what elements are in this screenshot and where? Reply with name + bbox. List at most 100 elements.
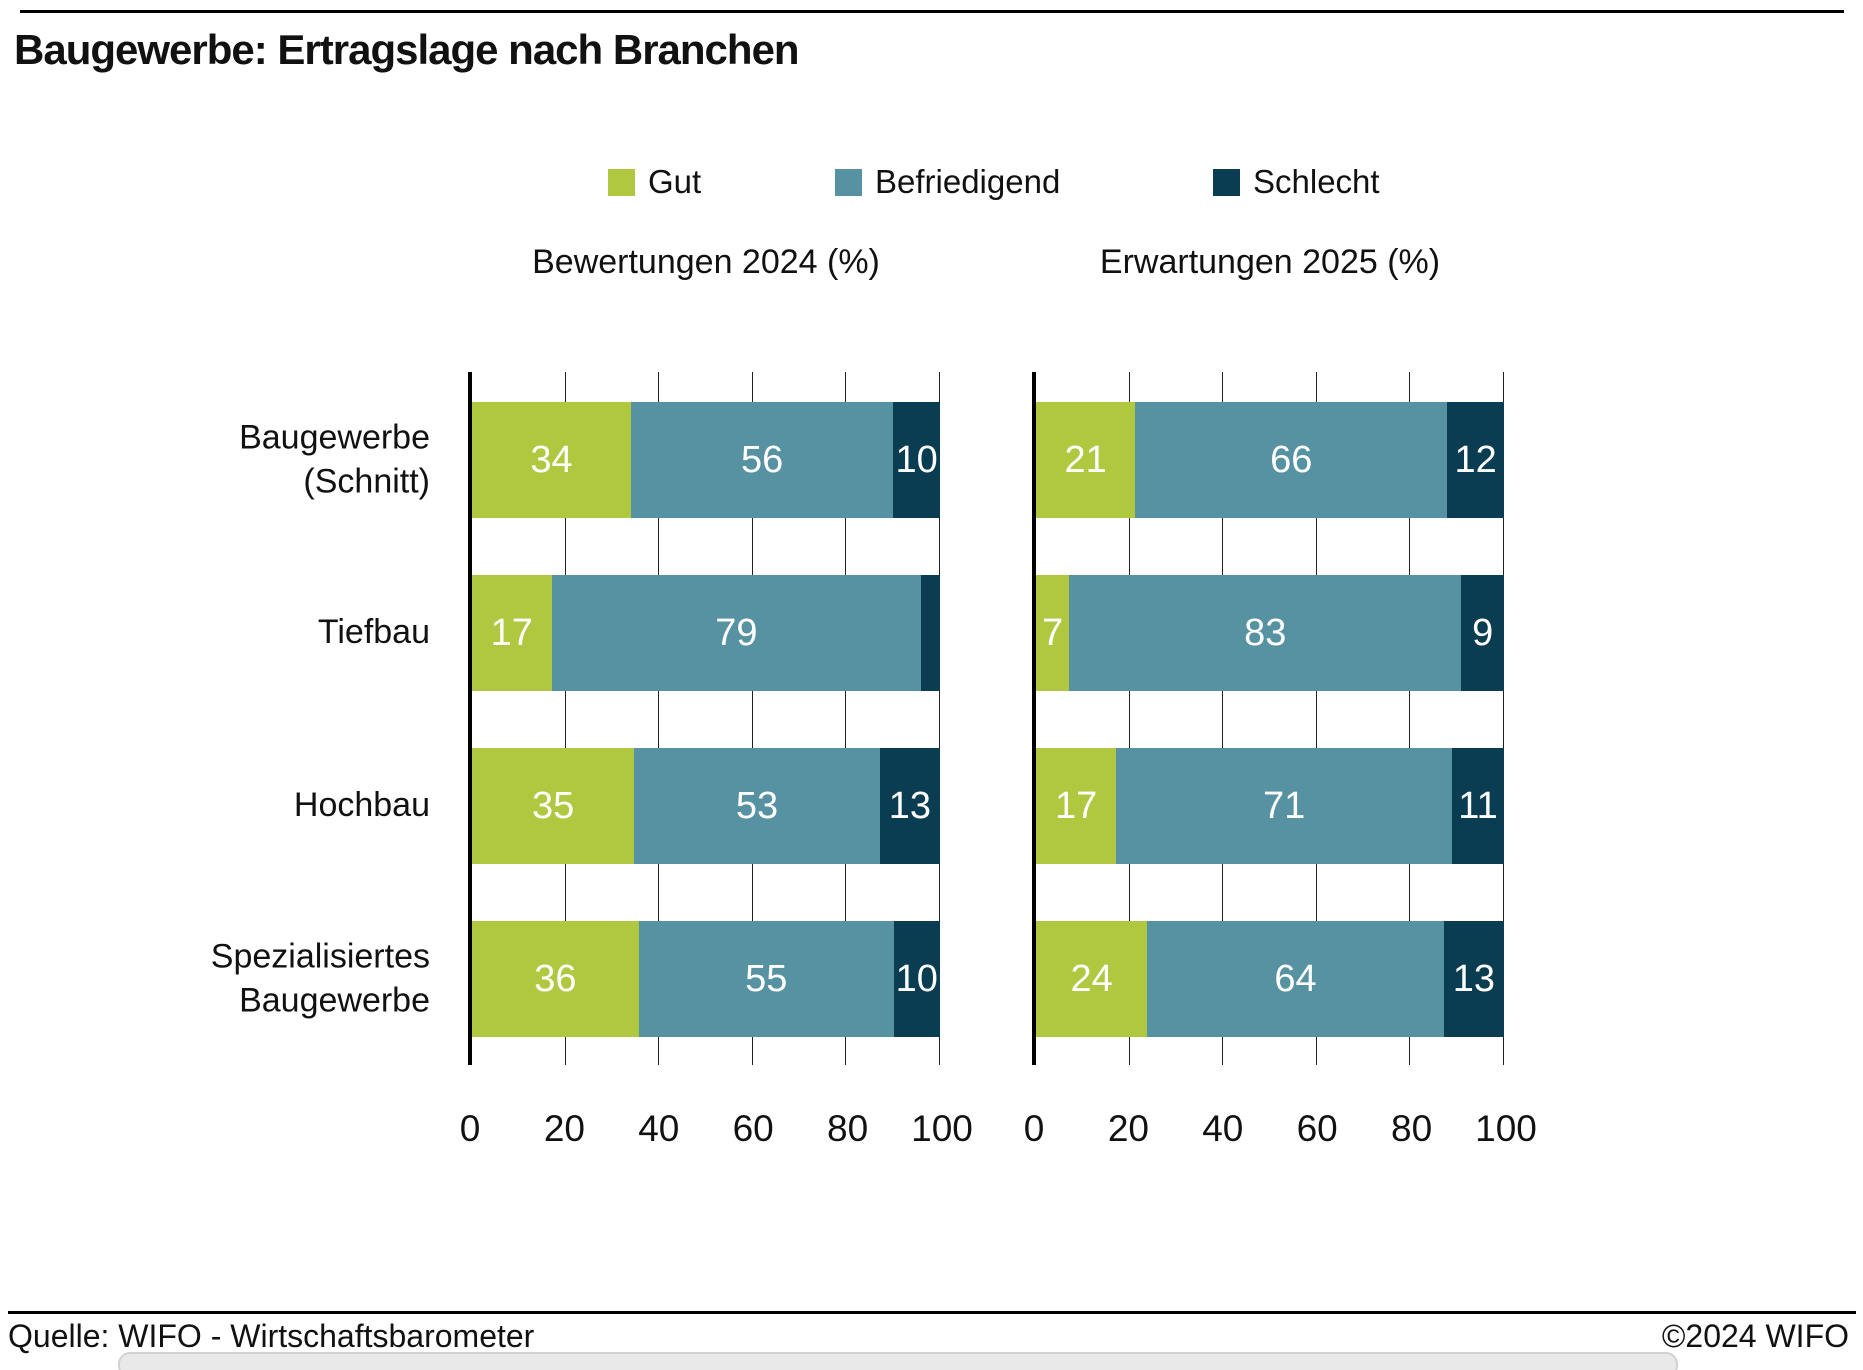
footer-copyright: ©2024 WIFO <box>1661 1318 1849 1354</box>
legend-swatch-gut-icon <box>608 168 635 196</box>
bar-segment-gut: 7 <box>1036 575 1070 691</box>
bar-segment-schlecht: 13 <box>1443 921 1504 1037</box>
top-rule <box>20 10 1844 13</box>
bar-segment-befriedigend: 55 <box>638 921 894 1037</box>
bar-value-label: 71 <box>1263 784 1306 827</box>
bar-value-label: 35 <box>531 784 575 827</box>
gridline-20 <box>564 372 566 1065</box>
bar-segment-schlecht: 13 <box>879 748 940 864</box>
legend-label-schlecht: Schlecht <box>1253 163 1380 200</box>
xtick-label-100: 100 <box>1475 1108 1537 1149</box>
gridline-100 <box>1503 372 1504 1065</box>
bar-segment-schlecht: 9 <box>1461 575 1504 691</box>
footer-source: Quelle: WIFO - Wirtschaftsbarometer <box>8 1318 535 1354</box>
legend-label-gut: Gut <box>648 163 702 200</box>
bar-segment-gut: 17 <box>472 575 552 691</box>
legend-label-befriedigend: Befriedigend <box>875 163 1061 200</box>
bar-value-label: 10 <box>895 957 938 1000</box>
page-title: Baugewerbe: Ertragslage nach Branchen <box>14 26 800 73</box>
gridline-60 <box>1315 372 1317 1065</box>
xtick-label-60: 60 <box>732 1108 774 1149</box>
gridline-100 <box>939 372 940 1065</box>
gridline-80 <box>845 372 847 1065</box>
bar-segment-befriedigend: 53 <box>634 748 880 864</box>
legend-swatch-befriedigend-icon <box>835 168 862 196</box>
bar-segment-gut: 21 <box>1036 402 1136 518</box>
bar-value-label: 55 <box>745 957 788 1000</box>
bar-value-label: 56 <box>741 438 784 481</box>
bar-segment-befriedigend: 83 <box>1069 575 1462 691</box>
bar-value-label: 34 <box>530 438 573 481</box>
bar-segment-schlecht: 10 <box>893 921 940 1037</box>
legend-item-befriedigend: Befriedigend <box>835 163 1060 201</box>
xtick-label-20: 20 <box>1107 1108 1149 1149</box>
plot-0: 34 56 10 17 79 35 53 13 36 55 10 <box>468 372 940 1065</box>
bar-value-label: 24 <box>1070 957 1113 1000</box>
bar-row: 17 79 <box>472 575 940 691</box>
bar-row: 34 56 10 <box>472 402 940 518</box>
legend-swatch-schlecht-icon <box>1213 168 1240 196</box>
bar-value-label: 13 <box>888 784 931 827</box>
legend-item-schlecht: Schlecht <box>1213 163 1380 201</box>
footer-rule <box>8 1311 1856 1314</box>
category-label: Spezialisiertes Baugewerbe <box>210 937 430 1019</box>
bar-value-label: 7 <box>1041 611 1064 654</box>
bar-segment-schlecht: 12 <box>1447 402 1504 518</box>
category-label: Hochbau <box>293 786 430 825</box>
plot-1: 21 66 12 7 83 9 17 71 11 24 64 13 <box>1032 372 1504 1065</box>
xtick-label-60: 60 <box>1296 1108 1338 1149</box>
bar-segment-schlecht <box>921 575 940 691</box>
bar-row: 7 83 9 <box>1036 575 1504 691</box>
bar-value-label: 9 <box>1472 611 1494 654</box>
bar-row: 24 64 13 <box>1036 921 1504 1037</box>
xtick-label-40: 40 <box>638 1108 680 1149</box>
bar-segment-befriedigend: 79 <box>551 575 922 691</box>
bar-value-label: 79 <box>715 611 758 654</box>
bar-segment-befriedigend: 64 <box>1147 921 1444 1037</box>
bar-value-label: 21 <box>1064 438 1107 481</box>
xtick-label-0: 0 <box>1023 1108 1045 1149</box>
bar-value-label: 83 <box>1244 611 1287 654</box>
bar-segment-schlecht: 11 <box>1451 748 1504 864</box>
bar-value-label: 10 <box>895 438 938 481</box>
bar-segment-befriedigend: 71 <box>1116 748 1452 864</box>
gridline-60 <box>751 372 753 1065</box>
bar-segment-befriedigend: 66 <box>1135 402 1448 518</box>
bar-value-label: 13 <box>1452 957 1495 1000</box>
category-label: Baugewerbe (Schnitt) <box>239 418 430 500</box>
panel-title-right: Erwartungen 2025 (%) <box>1099 243 1441 281</box>
gridline-80 <box>1409 372 1411 1065</box>
bar-segment-gut: 17 <box>1036 748 1117 864</box>
bar-value-label: 66 <box>1270 438 1313 481</box>
xtick-label-100: 100 <box>911 1108 973 1149</box>
gridline-20 <box>1128 372 1130 1065</box>
bar-segment-gut: 24 <box>1036 921 1148 1037</box>
xtick-label-80: 80 <box>827 1108 869 1149</box>
bar-segment-befriedigend: 56 <box>631 402 894 518</box>
category-label: Tiefbau <box>317 613 430 652</box>
bar-value-label: 12 <box>1454 438 1497 481</box>
xtick-label-40: 40 <box>1202 1108 1244 1149</box>
bar-value-label: 36 <box>534 957 577 1000</box>
panel-title-left: Bewertungen 2024 (%) <box>532 243 880 281</box>
bar-row: 21 66 12 <box>1036 402 1504 518</box>
gridline-40 <box>1222 372 1224 1065</box>
bar-value-label: 64 <box>1274 957 1317 1000</box>
bar-segment-gut: 35 <box>472 748 635 864</box>
bar-value-label: 11 <box>1458 784 1498 827</box>
bar-row: 17 71 11 <box>1036 748 1504 864</box>
gridline-40 <box>658 372 660 1065</box>
bar-row: 35 53 13 <box>472 748 940 864</box>
horizontal-scrollbar[interactable] <box>118 1352 1678 1370</box>
bar-segment-gut: 36 <box>472 921 639 1037</box>
xtick-label-0: 0 <box>459 1108 481 1149</box>
xtick-label-20: 20 <box>543 1108 585 1149</box>
legend-item-gut: Gut <box>608 163 701 201</box>
bar-value-label: 17 <box>1055 784 1098 827</box>
bar-value-label: 53 <box>735 784 779 827</box>
bar-row: 36 55 10 <box>472 921 940 1037</box>
bar-segment-gut: 34 <box>472 402 632 518</box>
xtick-label-80: 80 <box>1391 1108 1433 1149</box>
bar-segment-schlecht: 10 <box>893 402 940 518</box>
bar-value-label: 17 <box>490 611 533 654</box>
